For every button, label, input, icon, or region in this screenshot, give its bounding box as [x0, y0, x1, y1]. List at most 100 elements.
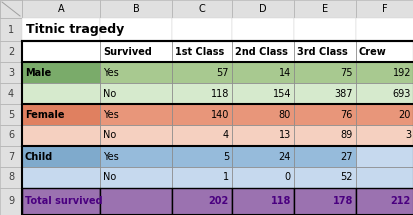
Bar [231, 83, 293, 104]
Bar [22, 125, 100, 146]
Text: A: A [57, 4, 64, 14]
Text: 3rd Class: 3rd Class [296, 46, 347, 57]
Bar [231, 62, 293, 83]
Text: 76: 76 [340, 109, 352, 120]
Bar [171, 125, 231, 146]
Text: 5: 5 [222, 152, 228, 161]
Text: Child: Child [25, 152, 53, 161]
Text: 8: 8 [8, 172, 14, 183]
Bar [293, 62, 355, 83]
Bar [22, 83, 100, 104]
Bar [100, 104, 171, 125]
Text: 118: 118 [270, 197, 290, 206]
Text: 14: 14 [278, 68, 290, 77]
Bar [171, 104, 231, 125]
Bar [22, 188, 100, 215]
Bar [293, 125, 355, 146]
Text: 154: 154 [272, 89, 290, 98]
Text: No: No [103, 172, 116, 183]
Bar [231, 0, 293, 18]
Bar [100, 146, 171, 167]
Bar [171, 0, 231, 18]
Text: 24: 24 [278, 152, 290, 161]
Bar [100, 125, 171, 146]
Bar [171, 62, 231, 83]
Bar [22, 18, 100, 41]
Bar [293, 146, 355, 167]
Bar [22, 62, 100, 83]
Text: Crew: Crew [358, 46, 386, 57]
Bar [171, 18, 231, 41]
Text: Survived: Survived [103, 46, 152, 57]
Text: F: F [381, 4, 387, 14]
Text: 3: 3 [8, 68, 14, 77]
Text: D: D [259, 4, 266, 14]
Text: Total survived: Total survived [25, 197, 102, 206]
Text: 202: 202 [208, 197, 228, 206]
Bar [293, 188, 355, 215]
Text: 6: 6 [8, 131, 14, 140]
Text: 57: 57 [216, 68, 228, 77]
Bar [0, 0, 22, 18]
Bar [355, 146, 413, 167]
Bar [0, 62, 22, 83]
Bar [0, 146, 22, 167]
Text: 89: 89 [340, 131, 352, 140]
Text: 212: 212 [390, 197, 410, 206]
Bar [231, 18, 293, 41]
Text: C: C [198, 4, 205, 14]
Bar [293, 83, 355, 104]
Bar [22, 167, 100, 188]
Bar [100, 188, 171, 215]
Text: 7: 7 [8, 152, 14, 161]
Bar [22, 104, 100, 125]
Bar [0, 0, 22, 18]
Text: 52: 52 [339, 172, 352, 183]
Text: 1: 1 [8, 25, 14, 34]
Bar [0, 167, 22, 188]
Text: Male: Male [25, 68, 51, 77]
Text: 27: 27 [339, 152, 352, 161]
Bar [355, 125, 413, 146]
Bar [293, 0, 355, 18]
Text: E: E [321, 4, 327, 14]
Text: 2: 2 [8, 46, 14, 57]
Bar [355, 167, 413, 188]
Bar [293, 41, 355, 62]
Text: 13: 13 [278, 131, 290, 140]
Bar [293, 167, 355, 188]
Text: 140: 140 [210, 109, 228, 120]
Text: 0: 0 [284, 172, 290, 183]
Bar [22, 41, 413, 215]
Text: 4: 4 [8, 89, 14, 98]
Text: 178: 178 [332, 197, 352, 206]
Text: Titnic tragedy: Titnic tragedy [26, 23, 124, 36]
Bar [355, 62, 413, 83]
Bar [100, 41, 171, 62]
Text: 1st Class: 1st Class [175, 46, 224, 57]
Text: 20: 20 [398, 109, 410, 120]
Text: 75: 75 [339, 68, 352, 77]
Text: No: No [103, 89, 116, 98]
Text: 118: 118 [210, 89, 228, 98]
Bar [231, 188, 293, 215]
Text: No: No [103, 131, 116, 140]
Text: 4: 4 [222, 131, 228, 140]
Bar [355, 41, 413, 62]
Text: Yes: Yes [103, 109, 119, 120]
Bar [0, 188, 22, 215]
Bar [355, 0, 413, 18]
Bar [231, 125, 293, 146]
Text: 693: 693 [392, 89, 410, 98]
Bar [22, 41, 100, 62]
Bar [355, 83, 413, 104]
Bar [100, 0, 171, 18]
Bar [355, 104, 413, 125]
Bar [0, 18, 22, 41]
Bar [355, 18, 413, 41]
Bar [22, 146, 100, 167]
Bar [171, 188, 231, 215]
Bar [100, 62, 171, 83]
Bar [171, 41, 231, 62]
Bar [355, 188, 413, 215]
